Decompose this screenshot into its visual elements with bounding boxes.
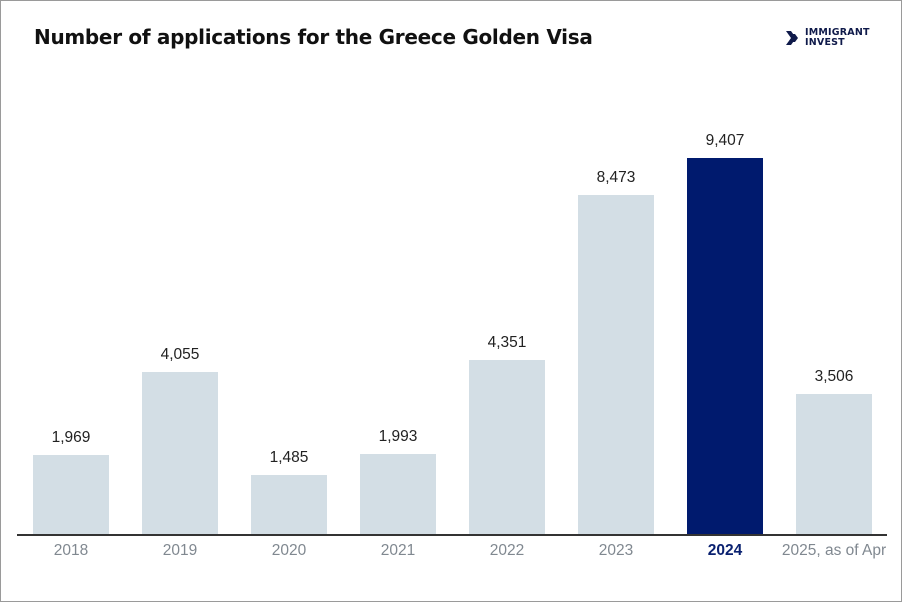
x-tick-label: 2022 (489, 542, 525, 559)
x-tick-label: 2024 (707, 542, 743, 559)
value-label: 9,407 (705, 132, 745, 149)
bar-2021 (360, 454, 436, 534)
bar-2025 (796, 394, 872, 534)
double-chevron-right-icon (786, 30, 798, 45)
chart-title: Number of applications for the Greece Go… (34, 25, 593, 49)
value-label: 8,473 (596, 169, 636, 186)
bar-2018 (33, 455, 109, 534)
x-tick-label: 2020 (271, 542, 307, 559)
x-tick-label: 2019 (162, 542, 198, 559)
value-label: 4,055 (160, 346, 200, 363)
logo-line-2: INVEST (805, 36, 845, 48)
bar-2023 (578, 195, 654, 534)
x-axis-line (17, 534, 887, 536)
logo-line-1: IMMIGRANT (805, 27, 870, 38)
x-tick-label: 2025, as of Apr (781, 542, 887, 559)
value-label: 1,485 (269, 449, 309, 466)
bar-2022 (469, 360, 545, 534)
value-label: 3,506 (814, 368, 854, 385)
bar-2024 (687, 158, 763, 534)
value-label: 4,351 (487, 334, 527, 351)
value-label: 1,969 (51, 429, 91, 446)
x-tick-label: 2021 (380, 542, 416, 559)
immigrant-invest-logo: IMMIGRANT INVEST (785, 28, 870, 47)
x-tick-label: 2023 (598, 542, 634, 559)
x-tick-label: 2018 (53, 542, 89, 559)
bar-2020 (251, 475, 327, 534)
value-label: 1,993 (378, 428, 418, 445)
bar-2019 (142, 372, 218, 534)
